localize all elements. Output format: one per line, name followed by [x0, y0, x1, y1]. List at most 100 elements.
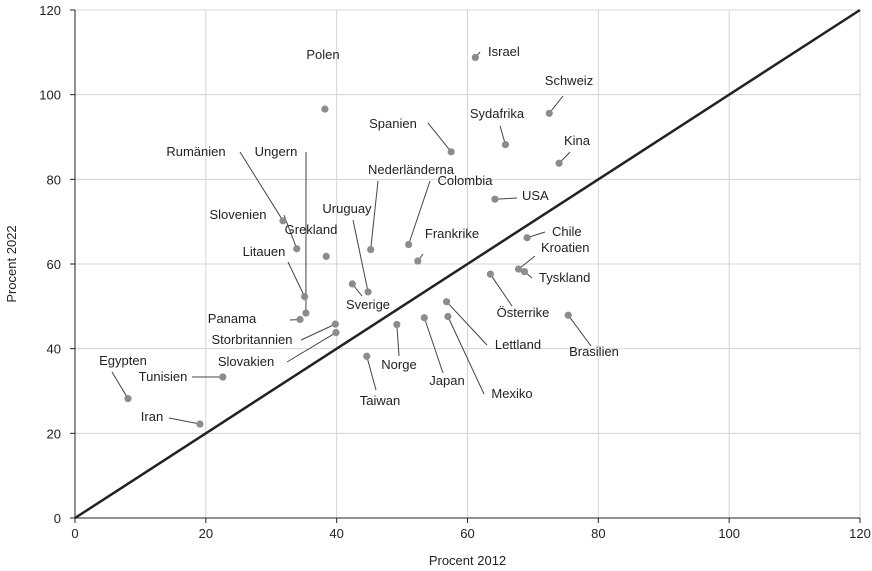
point-label: Chile	[552, 224, 582, 239]
leader-line	[548, 95, 564, 114]
data-point	[296, 315, 304, 324]
y-tick-label: 20	[47, 426, 61, 441]
data-points	[124, 53, 572, 428]
data-point	[321, 105, 329, 113]
y-tick-label: 120	[39, 3, 61, 18]
x-tick-label: 80	[591, 526, 605, 541]
y-tick-label: 0	[54, 511, 61, 526]
x-tick-label: 100	[718, 526, 740, 541]
leader-line	[408, 180, 431, 245]
data-point	[444, 312, 452, 321]
point-label: Sverige	[346, 297, 390, 312]
tick-labels: 0 20 40 60 80 100 120 0 20 40 60 80 100 120	[39, 3, 871, 541]
leader-line	[366, 356, 377, 391]
data-point	[332, 328, 340, 337]
data-point	[491, 195, 499, 203]
data-point	[523, 234, 531, 242]
y-axis-title: Procent 2022	[4, 225, 19, 302]
data-point	[405, 240, 413, 249]
point-label: Taiwan	[360, 393, 400, 408]
data-point	[420, 314, 428, 322]
point-label: Egypten	[99, 353, 147, 368]
x-axis-title: Procent 2012	[429, 553, 506, 568]
leader-line	[427, 122, 452, 153]
leader-line	[239, 151, 284, 222]
leader-line	[494, 197, 518, 200]
data-point	[564, 311, 572, 319]
data-point	[322, 252, 330, 260]
data-point	[331, 320, 339, 328]
point-label: Storbritannien	[212, 332, 293, 347]
x-tick-label: 20	[199, 526, 213, 541]
point-label: Litauen	[243, 244, 286, 259]
point-label: Ungern	[255, 144, 298, 159]
reference-line	[74, 8, 861, 520]
data-point	[293, 245, 301, 253]
data-point	[471, 53, 479, 62]
point-label: Schweiz	[545, 73, 593, 88]
point-label: Mexiko	[491, 386, 532, 401]
data-point	[501, 141, 510, 149]
y-tick-label: 100	[39, 88, 61, 103]
point-label: Uruguay	[322, 201, 372, 216]
leader-line	[168, 417, 201, 425]
leader-line	[447, 316, 485, 395]
point-label: Norge	[381, 357, 416, 372]
axes	[70, 9, 861, 523]
point-label: Slovenien	[209, 207, 266, 222]
point-label: Tunisien	[139, 369, 188, 384]
point-label: Iran	[141, 409, 163, 424]
data-point	[514, 265, 523, 273]
data-point	[393, 320, 401, 329]
data-point	[302, 309, 310, 317]
point-label: Rumänien	[166, 144, 225, 159]
point-label: Japan	[429, 373, 464, 388]
data-point	[545, 109, 553, 117]
point-label: Slovakien	[218, 354, 274, 369]
leader-line	[286, 332, 337, 363]
point-label: Sydafrika	[470, 106, 525, 121]
point-label: Spanien	[369, 116, 417, 131]
leader-line	[287, 261, 306, 297]
data-point	[486, 270, 494, 278]
data-point	[555, 159, 563, 167]
data-point	[442, 298, 451, 306]
y-tick-label: 60	[47, 257, 61, 272]
point-label: Nederländerna	[368, 162, 455, 177]
point-label: Brasilien	[569, 344, 619, 359]
x-tick-label: 0	[71, 526, 78, 541]
point-label: Tyskland	[539, 270, 590, 285]
data-point	[219, 373, 227, 381]
data-point	[364, 288, 372, 296]
data-point	[348, 280, 356, 288]
data-point	[301, 292, 309, 301]
leader-line	[352, 219, 369, 293]
point-label: Kina	[564, 133, 591, 148]
leader-line	[396, 324, 400, 357]
point-labels: Israel Polen Schweiz Spanien Sydafrika Kina Ru…	[99, 44, 619, 424]
point-label: USA	[522, 188, 549, 203]
data-point	[414, 257, 422, 265]
leader-line	[423, 317, 444, 374]
data-point	[367, 246, 375, 254]
point-label: Lettland	[495, 337, 541, 352]
data-point	[447, 148, 455, 156]
leader-line	[111, 371, 129, 399]
point-label: Polen	[306, 47, 339, 62]
leader-line	[370, 180, 379, 250]
x-tick-label: 40	[329, 526, 343, 541]
point-label: Grekland	[285, 222, 338, 237]
point-label: Colombia	[438, 173, 494, 188]
leader-lines	[111, 51, 592, 425]
point-label: Frankrike	[425, 226, 479, 241]
data-point	[363, 352, 371, 360]
point-label: Israel	[488, 44, 520, 59]
leader-line	[567, 314, 592, 347]
x-tick-label: 120	[849, 526, 871, 541]
point-label: Kroatien	[541, 240, 589, 255]
y-tick-label: 40	[47, 342, 61, 357]
data-point	[196, 420, 204, 428]
data-point	[279, 217, 287, 225]
data-point	[124, 395, 132, 403]
